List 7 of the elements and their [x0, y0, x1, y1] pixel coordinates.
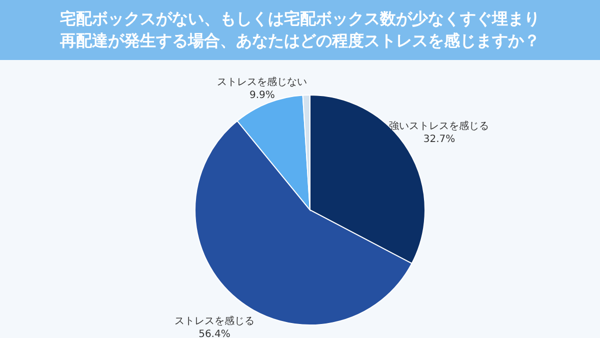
chart-title: 宅配ボックスがない、もしくは宅配ボックス数が少なくすぐ埋まり再配達が発生する場合、あなたはどの程度ストレスを感じますか？: [59, 8, 541, 52]
slice-label: 強いストレスを感じる: [389, 120, 490, 132]
slice-label: ストレスを感じる: [174, 314, 254, 327]
data-label: 56.4%: [198, 328, 230, 338]
slice-label: ストレスを感じない: [217, 76, 308, 88]
data-label: 32.7%: [423, 134, 456, 145]
data-label: 9.9%: [249, 90, 275, 102]
